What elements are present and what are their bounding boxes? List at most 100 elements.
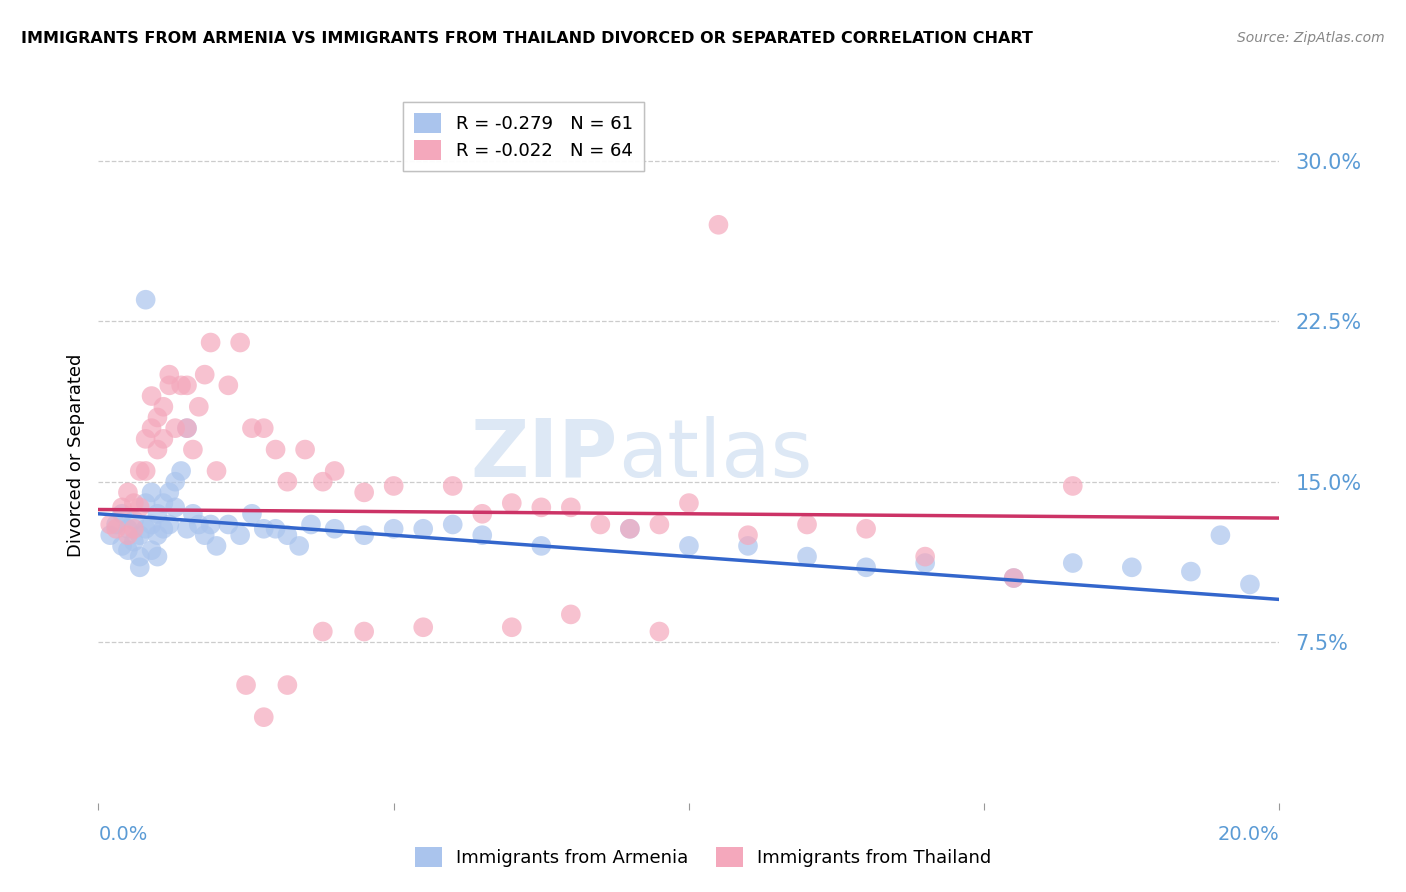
Point — [194, 368, 217, 382]
Point — [229, 335, 252, 350]
Point — [157, 368, 180, 382]
Point — [382, 522, 405, 536]
Point — [157, 517, 180, 532]
Point — [128, 549, 150, 564]
Point — [253, 421, 276, 435]
Text: atlas: atlas — [619, 416, 813, 494]
Point — [152, 522, 174, 536]
Point — [135, 293, 157, 307]
Point — [187, 400, 209, 414]
Point — [98, 528, 121, 542]
Point — [217, 378, 239, 392]
Point — [1239, 577, 1261, 591]
Text: ZIP: ZIP — [471, 416, 619, 494]
Point — [98, 517, 121, 532]
Point — [382, 479, 405, 493]
Point — [165, 421, 187, 435]
Point — [441, 479, 464, 493]
Point — [678, 496, 700, 510]
Point — [176, 522, 198, 536]
Point — [312, 475, 335, 489]
Point — [294, 442, 316, 457]
Point — [176, 378, 198, 392]
Point — [796, 517, 818, 532]
Point — [276, 528, 298, 542]
Point — [157, 485, 180, 500]
Point — [122, 522, 145, 536]
Point — [648, 517, 671, 532]
Point — [200, 335, 222, 350]
Point — [501, 496, 523, 510]
Point — [235, 678, 257, 692]
Point — [589, 517, 612, 532]
Point — [276, 678, 298, 692]
Text: Source: ZipAtlas.com: Source: ZipAtlas.com — [1237, 31, 1385, 45]
Point — [1062, 479, 1084, 493]
Point — [117, 528, 139, 542]
Point — [146, 410, 169, 425]
Point — [288, 539, 311, 553]
Point — [855, 522, 877, 536]
Point — [240, 507, 263, 521]
Point — [194, 528, 217, 542]
Legend: Immigrants from Armenia, Immigrants from Thailand: Immigrants from Armenia, Immigrants from… — [408, 839, 998, 874]
Point — [105, 517, 128, 532]
Point — [181, 507, 204, 521]
Point — [141, 517, 163, 532]
Point — [1121, 560, 1143, 574]
Point — [229, 528, 252, 542]
Point — [619, 522, 641, 536]
Point — [276, 475, 298, 489]
Point — [157, 378, 180, 392]
Point — [135, 432, 157, 446]
Text: 0.0%: 0.0% — [98, 825, 148, 844]
Point — [152, 400, 174, 414]
Point — [165, 500, 187, 515]
Point — [312, 624, 335, 639]
Point — [855, 560, 877, 574]
Point — [176, 421, 198, 435]
Point — [253, 522, 276, 536]
Point — [146, 442, 169, 457]
Point — [353, 624, 375, 639]
Point — [1209, 528, 1232, 542]
Point — [914, 556, 936, 570]
Point — [264, 522, 287, 536]
Point — [135, 464, 157, 478]
Point — [217, 517, 239, 532]
Point — [111, 539, 134, 553]
Point — [181, 442, 204, 457]
Point — [353, 528, 375, 542]
Point — [560, 607, 582, 622]
Point — [678, 539, 700, 553]
Point — [117, 522, 139, 536]
Point — [141, 485, 163, 500]
Point — [128, 500, 150, 515]
Point — [240, 421, 263, 435]
Point — [141, 543, 163, 558]
Point — [128, 464, 150, 478]
Point — [122, 496, 145, 510]
Point — [141, 421, 163, 435]
Point — [530, 539, 553, 553]
Point — [1002, 571, 1025, 585]
Point — [170, 464, 193, 478]
Point — [205, 464, 228, 478]
Point — [205, 539, 228, 553]
Point — [152, 432, 174, 446]
Point — [323, 522, 346, 536]
Point — [648, 624, 671, 639]
Point — [914, 549, 936, 564]
Point — [796, 549, 818, 564]
Point — [165, 475, 187, 489]
Point — [353, 485, 375, 500]
Point — [560, 500, 582, 515]
Point — [412, 620, 434, 634]
Point — [501, 620, 523, 634]
Point — [117, 485, 139, 500]
Point — [135, 522, 157, 536]
Point — [737, 539, 759, 553]
Point — [187, 517, 209, 532]
Point — [253, 710, 276, 724]
Point — [105, 522, 128, 536]
